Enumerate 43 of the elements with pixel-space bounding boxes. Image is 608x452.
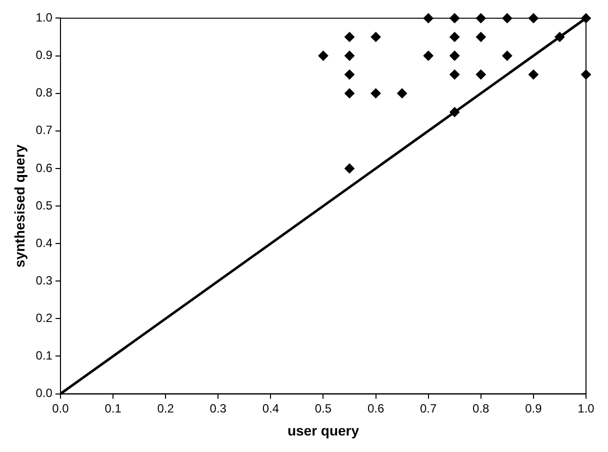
point bbox=[344, 50, 355, 61]
point bbox=[370, 88, 381, 98]
point bbox=[476, 32, 486, 42]
point bbox=[502, 50, 512, 61]
point bbox=[450, 107, 460, 118]
y-tick-label: 0.7 bbox=[36, 123, 53, 138]
y-tick-label: 0.5 bbox=[36, 198, 53, 212]
y-tick-label: 0.0 bbox=[36, 386, 53, 400]
point bbox=[423, 50, 434, 61]
point bbox=[344, 88, 355, 98]
point bbox=[344, 32, 355, 42]
y-axis-title: synthesised query bbox=[11, 144, 28, 268]
x-tick-label: 0.0 bbox=[52, 401, 70, 416]
x-tick-label: 1.0 bbox=[578, 401, 595, 416]
x-tick-label: 0.8 bbox=[472, 401, 490, 416]
y-tick-label: 0.4 bbox=[36, 236, 53, 250]
point bbox=[397, 88, 408, 98]
x-tick-label: 0.4 bbox=[262, 401, 280, 416]
x-tick-label: 0.6 bbox=[367, 401, 384, 416]
x-tick-label: 0.9 bbox=[525, 401, 542, 416]
point bbox=[344, 70, 355, 80]
point bbox=[450, 70, 460, 80]
y-tick-label: 0.3 bbox=[36, 273, 53, 288]
x-tick-label: 0.7 bbox=[420, 401, 438, 416]
x-axis-title: user query bbox=[287, 422, 360, 438]
point bbox=[554, 32, 565, 42]
point bbox=[450, 32, 460, 42]
x-tick-label: 0.2 bbox=[157, 401, 174, 416]
point bbox=[476, 70, 486, 80]
y-tick-label: 0.1 bbox=[36, 348, 53, 363]
x-tick-label: 0.5 bbox=[314, 401, 332, 416]
point bbox=[450, 50, 460, 61]
point bbox=[528, 70, 538, 80]
y-tick-label: 0.8 bbox=[36, 86, 53, 100]
x-tick-label: 0.3 bbox=[210, 401, 227, 416]
y-tick-label: 1.0 bbox=[36, 10, 53, 25]
y-tick-label: 0.9 bbox=[36, 48, 53, 62]
point bbox=[318, 50, 328, 61]
point bbox=[344, 163, 355, 174]
y-tick-label: 0.2 bbox=[36, 310, 53, 325]
x-tick-label: 0.1 bbox=[104, 401, 122, 416]
point bbox=[370, 32, 381, 42]
y-tick-label: 0.6 bbox=[36, 160, 53, 175]
